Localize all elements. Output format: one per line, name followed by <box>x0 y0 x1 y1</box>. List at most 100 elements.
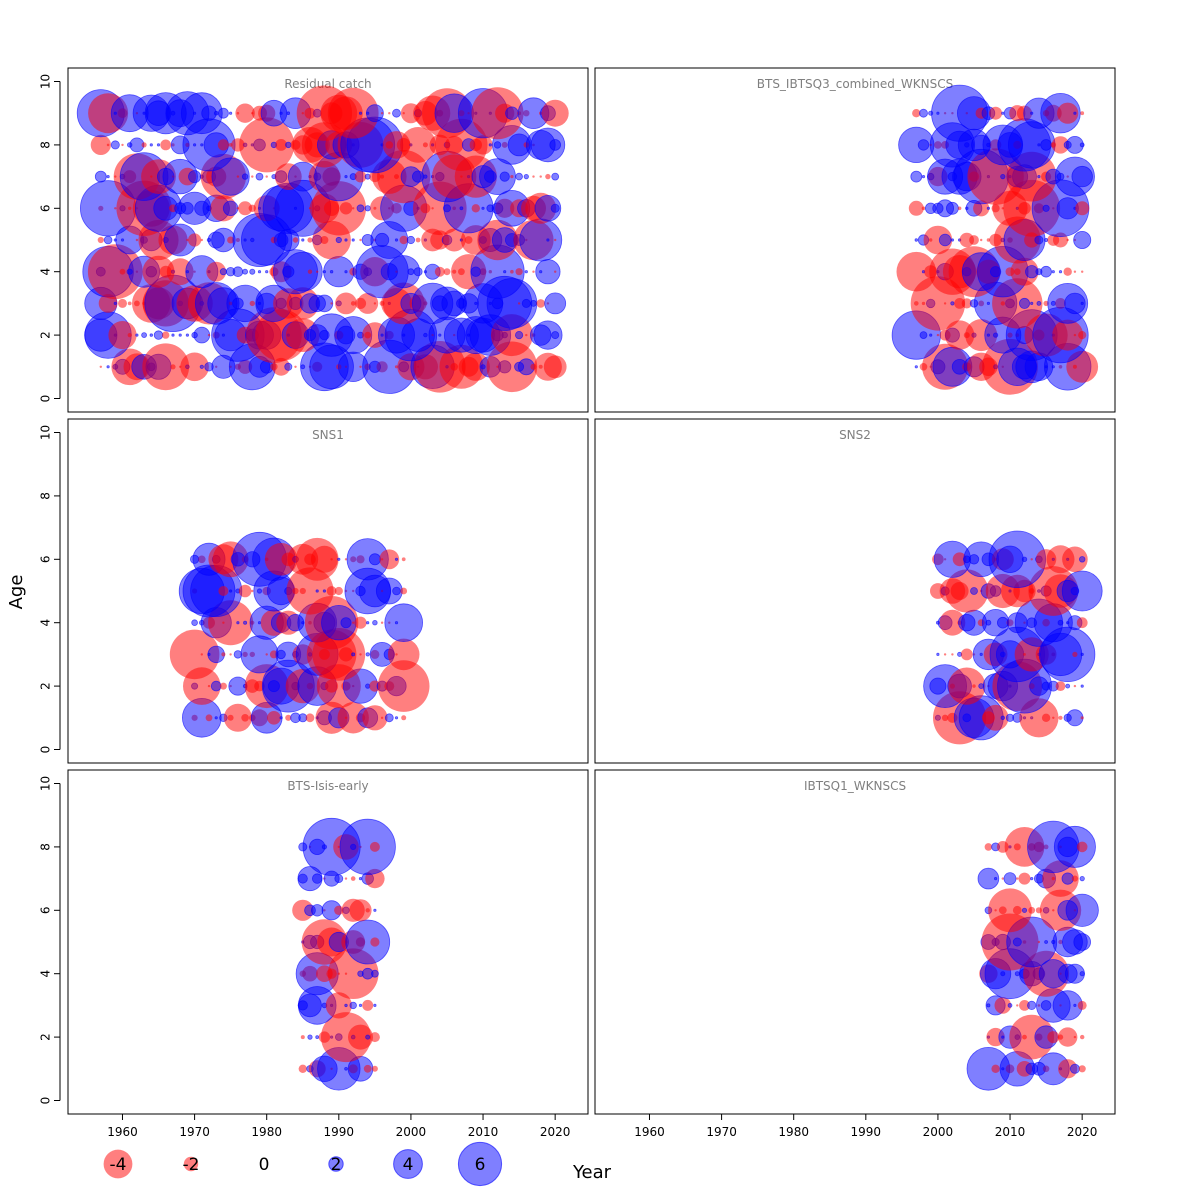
bubble-series <box>76 85 569 394</box>
residual-bubble <box>946 201 959 215</box>
axes-layer: 0 2 4 6 8 10 0 2 4 6 8 10 0 2 4 6 8 10 1960 1970 1980 1990 200… <box>39 74 1098 1139</box>
residual-bubble <box>1058 1027 1078 1047</box>
y-axis-label: Age <box>6 575 27 610</box>
residual-bubble <box>1012 905 1022 915</box>
y-tick-label: 8 <box>39 492 53 500</box>
residual-bubble <box>229 653 232 656</box>
residual-bubble <box>338 647 354 662</box>
residual-bubble <box>300 1035 305 1040</box>
residual-bubble <box>534 195 562 222</box>
residual-bubble <box>1071 875 1078 882</box>
residual-bubble <box>1027 1000 1037 1011</box>
residual-bubble <box>1079 875 1085 882</box>
residual-bubble <box>1021 556 1028 562</box>
residual-bubble <box>365 908 370 913</box>
residual-bubble <box>214 716 218 720</box>
residual-bubble <box>307 269 313 274</box>
residual-bubble <box>1019 1000 1030 1011</box>
residual-bubble <box>142 343 190 391</box>
residual-bubble <box>957 206 962 211</box>
y-tick-label: 4 <box>39 268 53 276</box>
residual-bubble <box>1037 143 1041 147</box>
panel-title: BTS_IBTSQ3_combined_WKNSCS <box>757 77 954 91</box>
residual-bubble <box>524 270 528 274</box>
residual-bubble <box>370 937 380 947</box>
residual-bubble <box>315 589 319 593</box>
residual-bubble <box>339 818 396 876</box>
residual-bubble <box>339 202 353 215</box>
residual-bubble <box>1061 872 1074 885</box>
residual-bubble <box>238 201 253 216</box>
residual-bubble <box>1047 1031 1060 1044</box>
residual-bubble <box>186 238 189 242</box>
residual-bubble <box>330 302 333 305</box>
residual-bubble <box>982 704 1009 731</box>
y-axis: 0 2 4 6 8 10 <box>39 425 61 753</box>
residual-bubble <box>554 270 557 273</box>
residual-bubble <box>170 364 176 370</box>
residual-bubble <box>1055 681 1066 691</box>
residual-bubble <box>301 238 305 242</box>
residual-bubble <box>1073 230 1092 249</box>
residual-bubble <box>406 235 415 245</box>
x-tick-label: 1980 <box>251 1125 282 1139</box>
residual-bubble <box>156 143 161 147</box>
y-tick-label: 0 <box>39 1097 53 1105</box>
residual-bubble <box>311 904 324 917</box>
y-tick-label: 2 <box>39 1033 53 1041</box>
residual-bubble <box>345 919 391 965</box>
residual-bubble <box>344 270 348 274</box>
residual-bubble <box>1066 238 1069 242</box>
panel-1: Residual catch <box>67 67 589 413</box>
residual-bubble <box>986 206 991 210</box>
residual-bubble <box>359 653 362 656</box>
residual-bubble <box>207 684 211 688</box>
residual-bubble <box>365 683 371 689</box>
residual-bubble <box>188 233 202 247</box>
residual-bubble <box>241 714 249 722</box>
bubble-series <box>891 84 1099 395</box>
y-tick-label: 8 <box>39 843 53 851</box>
residual-bubble <box>251 589 254 593</box>
x-tick-label: 1970 <box>706 1125 737 1139</box>
residual-bubble <box>1037 175 1041 179</box>
residual-bubble <box>980 238 983 242</box>
residual-bubble <box>315 1035 320 1039</box>
residual-bubble <box>1073 1035 1077 1039</box>
y-tick-label: 6 <box>39 204 53 212</box>
residual-bubble <box>229 589 233 593</box>
residual-bubble <box>544 292 567 315</box>
panel-2: BTS_IBTSQ3_combined_WKNSCS <box>594 67 1116 413</box>
residual-bubble <box>322 589 326 593</box>
residual-bubble <box>356 204 365 213</box>
residual-bubble <box>413 267 423 277</box>
residual-bubble <box>1065 893 1099 927</box>
residual-bubble <box>1016 877 1019 880</box>
residual-bubble <box>349 1001 357 1010</box>
residual-bubble <box>264 543 298 576</box>
residual-bubble <box>236 621 240 625</box>
x-tick-label: 2000 <box>923 1125 954 1139</box>
residual-bubble <box>1044 237 1049 242</box>
residual-bubble <box>325 992 352 1019</box>
residual-bubble <box>945 569 989 613</box>
residual-bubble <box>218 586 229 596</box>
residual-bubble <box>1064 292 1086 315</box>
residual-bubble <box>532 270 535 273</box>
residual-bubble <box>1061 570 1103 612</box>
residual-bubble <box>344 1067 348 1071</box>
residual-bubble <box>239 117 295 173</box>
residual-bubble <box>351 238 355 242</box>
y-tick-label: 2 <box>39 682 53 690</box>
residual-bubble <box>94 170 107 183</box>
panels-layer: Residual catch BTS_IBTSQ3_combined_WKNSCS… <box>67 67 1116 1115</box>
residual-bubble <box>364 205 371 212</box>
residual-bubble <box>921 206 926 211</box>
residual-bubble <box>238 584 252 598</box>
residual-bubble <box>199 364 204 369</box>
residual-bubble <box>503 270 507 274</box>
residual-bubble <box>334 905 344 915</box>
residual-bubble <box>365 1034 371 1040</box>
residual-bubble <box>169 629 220 680</box>
residual-bubble <box>344 238 348 242</box>
